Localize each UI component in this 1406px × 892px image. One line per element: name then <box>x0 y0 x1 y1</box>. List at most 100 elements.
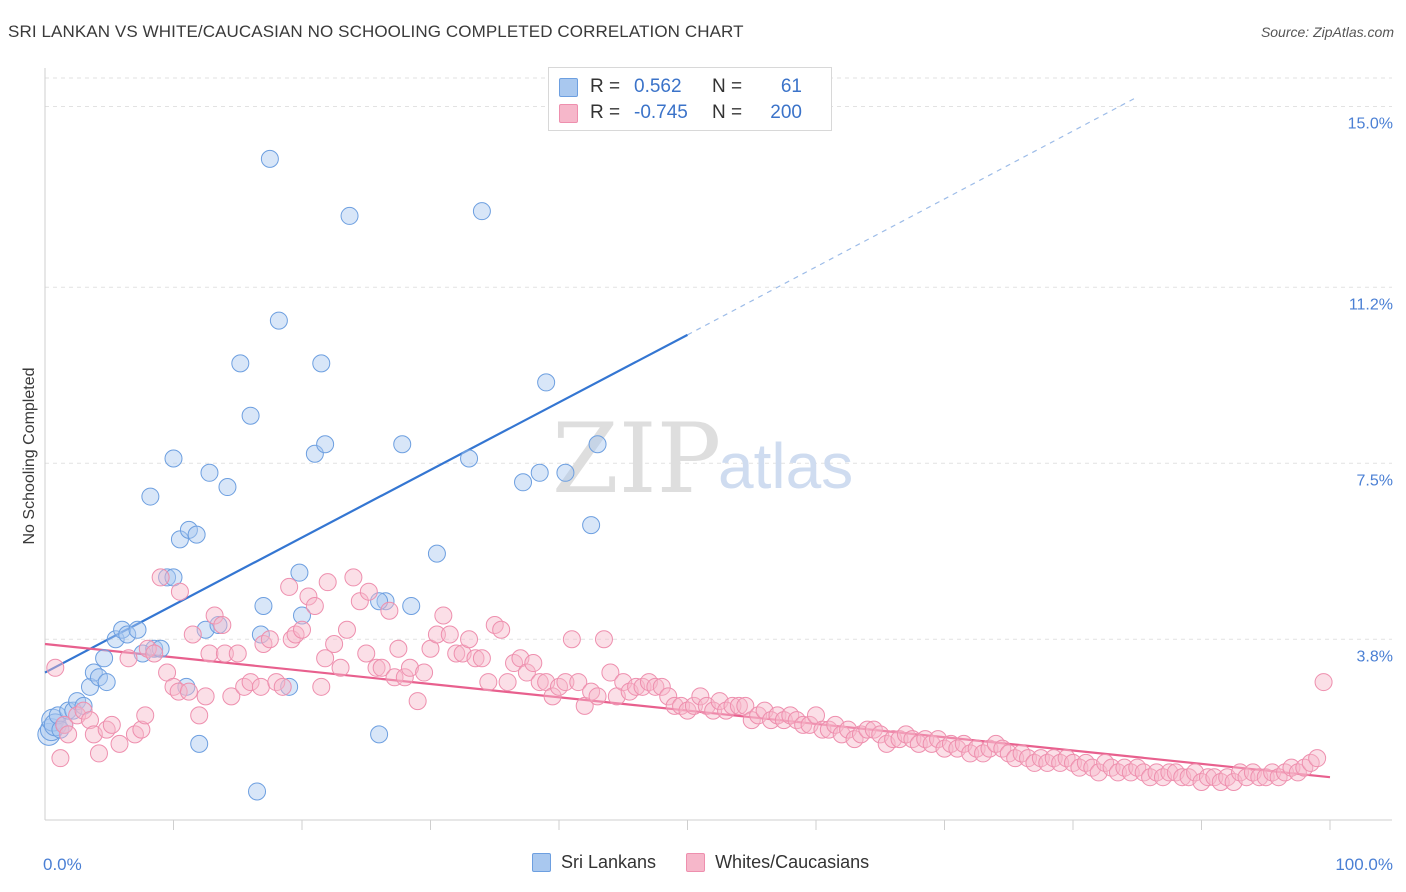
point-whites <box>293 620 311 639</box>
point-whites <box>1308 749 1327 768</box>
point-sri-lankans <box>269 311 288 330</box>
point-whites <box>479 673 498 692</box>
point-whites <box>102 715 121 734</box>
point-sri-lankans <box>113 620 132 639</box>
point-whites <box>1128 758 1147 777</box>
point-whites <box>678 701 697 720</box>
legend-n-value: 61 <box>780 76 802 97</box>
point-whites <box>359 582 378 601</box>
point-whites <box>1276 763 1295 782</box>
point-whites <box>74 701 93 720</box>
point-whites <box>1006 749 1025 768</box>
point-whites <box>762 711 781 730</box>
point-sri-lankans <box>218 478 237 497</box>
point-sri-lankans <box>97 673 116 692</box>
legend-swatch-whites <box>559 103 578 123</box>
point-whites <box>1076 753 1095 772</box>
y-tick-label: 3.8% <box>1357 648 1393 665</box>
correlation-legend: R = 0.562 N = 61 R = -0.745 N = 200 <box>548 67 832 131</box>
point-whites <box>312 677 331 696</box>
series-label-whites: Whites/Caucasians <box>715 852 870 872</box>
point-whites <box>768 706 787 725</box>
point-sri-lankans <box>151 639 170 658</box>
point-whites <box>80 711 99 730</box>
point-whites <box>344 568 363 587</box>
series-label-sri-lankans: Sri Lankans <box>561 852 657 872</box>
watermark: ZIP atlas <box>552 403 853 515</box>
legend-r-label: R = <box>590 76 621 97</box>
point-whites <box>241 673 260 692</box>
point-whites <box>935 739 954 758</box>
point-whites <box>1019 749 1038 768</box>
point-whites <box>1064 753 1082 772</box>
legend-n-label: N = <box>712 76 743 97</box>
point-whites <box>974 744 993 763</box>
point-sri-lankans <box>95 649 114 668</box>
point-whites <box>190 706 209 725</box>
point-whites <box>1314 673 1333 692</box>
point-whites <box>646 677 665 696</box>
point-whites <box>372 658 391 677</box>
point-whites <box>1025 753 1044 772</box>
point-sri-lankans <box>209 615 228 634</box>
point-whites <box>1121 763 1140 782</box>
point-whites <box>993 739 1012 758</box>
point-sri-lankans <box>248 782 267 801</box>
point-whites <box>890 730 909 749</box>
point-whites <box>1237 768 1256 787</box>
y-tick-label: 11.2% <box>1349 296 1393 313</box>
point-sri-lankans <box>106 630 125 649</box>
point-whites <box>1256 768 1275 787</box>
point-whites <box>170 582 189 601</box>
point-whites <box>179 682 198 701</box>
point-whites <box>228 644 247 663</box>
point-whites <box>389 639 408 658</box>
point-whites <box>601 663 620 682</box>
point-whites <box>460 630 479 649</box>
point-whites <box>781 706 800 725</box>
point-whites <box>633 677 652 696</box>
point-whites <box>331 658 350 677</box>
point-whites <box>1070 758 1089 777</box>
y-tick-label: 15.0% <box>1348 116 1393 133</box>
trend-line-whites <box>44 642 1331 779</box>
point-sri-lankans <box>556 463 575 482</box>
point-whites <box>980 739 999 758</box>
point-whites <box>415 663 434 682</box>
watermark-zip: ZIP <box>552 403 721 515</box>
point-sri-lankans <box>537 373 556 392</box>
series-swatch-sri-lankans <box>532 853 551 872</box>
point-whites <box>1269 768 1288 787</box>
point-sri-lankans <box>145 639 164 658</box>
point-whites <box>1295 758 1314 777</box>
point-whites <box>1115 758 1134 777</box>
point-whites <box>1141 768 1160 787</box>
legend-n-value: 200 <box>770 102 802 123</box>
point-sri-lankans <box>80 677 99 696</box>
point-whites <box>961 744 980 763</box>
point-whites <box>125 725 144 744</box>
point-whites <box>213 615 232 634</box>
point-whites <box>505 654 524 673</box>
y-tick-label: 7.5% <box>1357 472 1393 489</box>
legend-row-whites: R = -0.745 N = 200 <box>559 101 802 125</box>
point-whites <box>447 644 466 663</box>
point-sri-lankans <box>260 149 279 168</box>
point-sri-lankans <box>68 692 87 711</box>
point-sri-lankans <box>190 734 209 753</box>
point-whites <box>1134 763 1153 782</box>
point-whites <box>1102 758 1121 777</box>
point-sri-lankans <box>312 354 331 373</box>
point-sri-lankans <box>200 463 219 482</box>
point-whites <box>723 696 742 715</box>
point-whites <box>916 730 935 749</box>
point-sri-lankans <box>141 487 160 506</box>
trend-lines <box>44 96 1331 779</box>
point-whites <box>325 635 344 654</box>
point-sri-lankans <box>187 525 206 544</box>
x-tick-label: 100.0% <box>1335 855 1393 874</box>
point-whites <box>46 658 65 677</box>
point-whites <box>151 568 170 587</box>
point-whites <box>1031 749 1050 768</box>
point-whites <box>316 649 335 668</box>
